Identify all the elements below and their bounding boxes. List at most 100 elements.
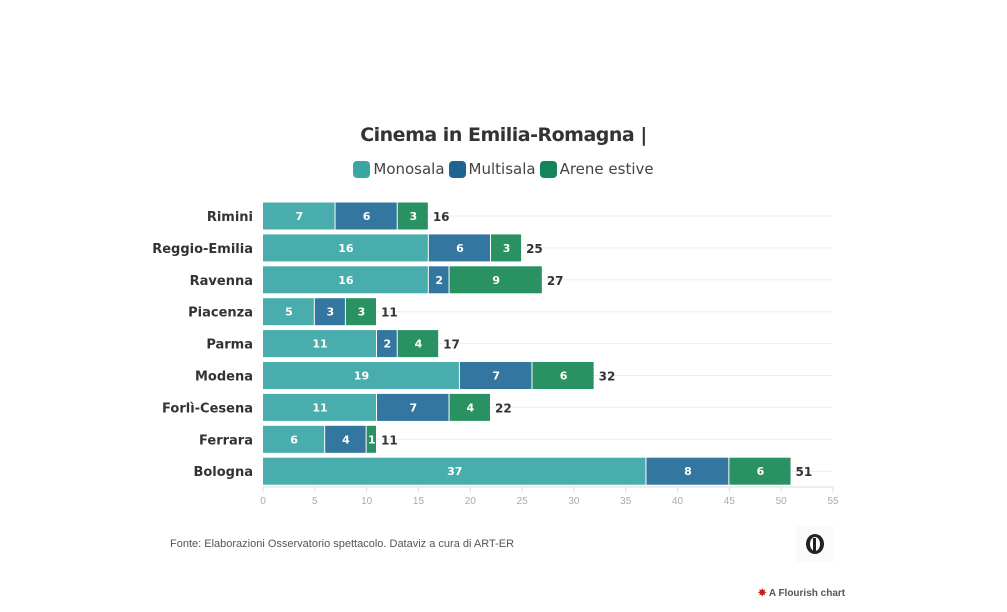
- x-tick-label: 5: [312, 496, 318, 507]
- bar-segment: [491, 234, 522, 262]
- bar-value-label: 7: [492, 370, 500, 383]
- total-label: 25: [526, 242, 543, 256]
- bar-segment: [459, 362, 532, 389]
- bar-value-label: 6: [456, 242, 464, 255]
- bar-value-label: 3: [409, 210, 417, 223]
- bar-segment: [263, 202, 335, 230]
- bar-value-label: 3: [503, 242, 511, 255]
- bar-segment: [366, 425, 376, 453]
- total-label: 27: [547, 274, 564, 288]
- x-tick-label: 40: [672, 496, 684, 507]
- bar-value-label: 2: [384, 338, 392, 351]
- flourish-icon: ✸: [758, 588, 767, 599]
- legend: Monosala Multisala Arene estive: [0, 160, 1007, 178]
- category-label: Parma: [206, 338, 253, 353]
- category-label: Ferrara: [199, 433, 253, 448]
- legend-item-monosala[interactable]: Monosala: [353, 160, 445, 178]
- bar-value-label: 16: [338, 242, 354, 255]
- bar-value-label: 4: [342, 433, 350, 446]
- total-label: 51: [796, 465, 813, 479]
- bar-segment: [314, 298, 345, 326]
- publisher-logo: [796, 526, 834, 562]
- bar-value-label: 9: [492, 274, 500, 287]
- bar-value-label: 19: [354, 370, 369, 383]
- category-label: Ravenna: [190, 274, 253, 289]
- bar-segment: [397, 330, 439, 358]
- bar-segment: [428, 234, 490, 262]
- category-label: Rimini: [207, 210, 253, 225]
- bar-segment: [335, 202, 397, 230]
- legend-swatch: [448, 160, 466, 178]
- bar-segment: [449, 393, 490, 421]
- bar-segment: [263, 393, 376, 421]
- bar-segment: [729, 457, 791, 485]
- x-tick-label: 35: [620, 496, 632, 507]
- total-label: 32: [599, 370, 616, 384]
- x-tick-label: 0: [260, 496, 266, 507]
- bar-value-label: 37: [447, 465, 462, 478]
- bar-value-label: 7: [295, 210, 303, 223]
- bar-value-label: 1: [368, 433, 376, 446]
- category-label: Bologna: [193, 465, 253, 480]
- bar-value-label: 3: [327, 306, 335, 319]
- category-label: Modena: [195, 370, 253, 385]
- bar-value-label: 6: [363, 210, 371, 223]
- flourish-label: A Flourish chart: [768, 588, 846, 599]
- source-note: Fonte: Elaborazioni Osservatorio spettac…: [170, 538, 515, 550]
- bar-value-label: 8: [684, 465, 692, 478]
- total-label: 16: [433, 210, 450, 224]
- bar-segment: [449, 266, 542, 294]
- bar-value-label: 6: [560, 370, 568, 383]
- bar-value-label: 5: [285, 306, 293, 319]
- x-tick-label: 45: [724, 496, 736, 507]
- bar-value-label: 6: [290, 433, 298, 446]
- legend-swatch: [353, 160, 371, 178]
- bar-segment: [263, 266, 428, 294]
- bar-segment: [377, 393, 449, 421]
- bar-value-label: 3: [358, 306, 366, 319]
- x-tick-label: 20: [465, 496, 477, 507]
- total-label: 11: [381, 306, 398, 320]
- x-tick-label: 55: [827, 496, 839, 507]
- bar-value-label: 16: [338, 274, 354, 287]
- legend-item-arene-estive[interactable]: Arene estive: [539, 160, 654, 178]
- legend-label: Multisala: [468, 160, 536, 178]
- bar-segment: [263, 457, 646, 485]
- legend-label: Arene estive: [559, 160, 654, 178]
- legend-item-multisala[interactable]: Multisala: [448, 160, 536, 178]
- bar-segment: [428, 266, 449, 294]
- bar-value-label: 4: [415, 338, 423, 351]
- total-label: 17: [443, 338, 460, 352]
- bar-segment: [263, 298, 314, 326]
- bar-segment: [263, 362, 459, 389]
- bar-segment: [646, 457, 729, 485]
- total-label: 11: [381, 433, 398, 447]
- bar-value-label: 11: [312, 401, 327, 414]
- bar-value-label: 4: [466, 401, 474, 414]
- bar-segment: [532, 362, 594, 389]
- category-label: Piacenza: [188, 306, 253, 321]
- bar-segment: [397, 202, 428, 230]
- category-label: Reggio-Emilia: [152, 242, 253, 257]
- legend-label: Monosala: [373, 160, 445, 178]
- x-tick-label: 15: [413, 496, 425, 507]
- bar-value-label: 2: [435, 274, 443, 287]
- chart-title: Cinema in Emilia-Romagna |: [360, 124, 647, 146]
- bar-segment: [263, 425, 325, 453]
- bar-value-label: 7: [409, 401, 417, 414]
- x-tick-label: 10: [361, 496, 373, 507]
- bar-value-label: 11: [312, 338, 327, 351]
- x-tick-label: 25: [517, 496, 529, 507]
- flourish-credit[interactable]: ✸ A Flourish chart: [758, 588, 845, 599]
- x-tick-label: 50: [776, 496, 788, 507]
- legend-swatch: [539, 160, 557, 178]
- category-label: Forlì-Cesena: [162, 401, 253, 416]
- bar-segment: [377, 330, 397, 358]
- bar-segment: [263, 234, 428, 262]
- bar-segment: [263, 330, 376, 358]
- bar-segment: [345, 298, 376, 326]
- bar-segment: [325, 425, 366, 453]
- x-tick-label: 30: [568, 496, 580, 507]
- total-label: 22: [495, 401, 512, 415]
